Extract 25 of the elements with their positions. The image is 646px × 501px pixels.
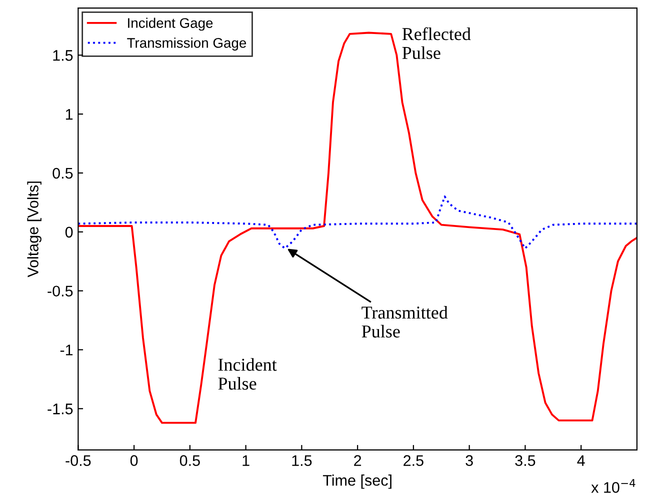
x-tick-label: 4	[577, 455, 585, 466]
x-tick-label: 2.5	[404, 455, 424, 466]
annotation: Reflected Pulse	[402, 27, 471, 60]
y-tick-label: -0.5	[48, 286, 73, 297]
y-axis-title: Voltage [Volts]	[27, 182, 42, 278]
y-tick-label: -1.5	[48, 404, 73, 414]
x-tick-label: 3	[466, 455, 473, 466]
y-tick-label: 0	[65, 226, 73, 238]
text: x 10$^{−4}$	[591, 479, 636, 493]
x-tick-label: 0	[130, 455, 138, 466]
y-tick-label: -1	[60, 344, 73, 356]
legend-label: Transmission Gage	[127, 38, 246, 51]
annotation: Transmitted Pulse	[362, 306, 448, 338]
y-tick-label: 0.5	[52, 168, 73, 179]
y-tick-label: 1.5	[53, 50, 73, 61]
x-tick-label: 1	[242, 455, 250, 466]
y-tick-label: 1	[66, 109, 73, 120]
x-axis-title: Time [sec]	[322, 474, 392, 489]
x-tick-label: 1.5	[292, 455, 312, 466]
legend-label: Incident Gage	[128, 18, 213, 31]
x-tick-label: 2	[354, 455, 362, 466]
annotation: Incident Pulse	[218, 358, 277, 390]
line-series	[78, 196, 637, 250]
x-tick-label: 3.5	[515, 455, 536, 466]
x-tick-label: 0.5	[180, 455, 200, 466]
